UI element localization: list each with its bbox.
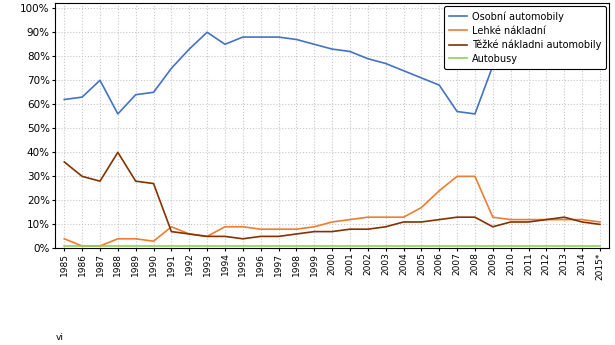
- Text: vi: vi: [55, 333, 63, 342]
- Legend: Osobní automobily, Lehké nákladní, Těžké nákladni automobily, Autobusy: Osobní automobily, Lehké nákladní, Těžké…: [445, 6, 606, 69]
